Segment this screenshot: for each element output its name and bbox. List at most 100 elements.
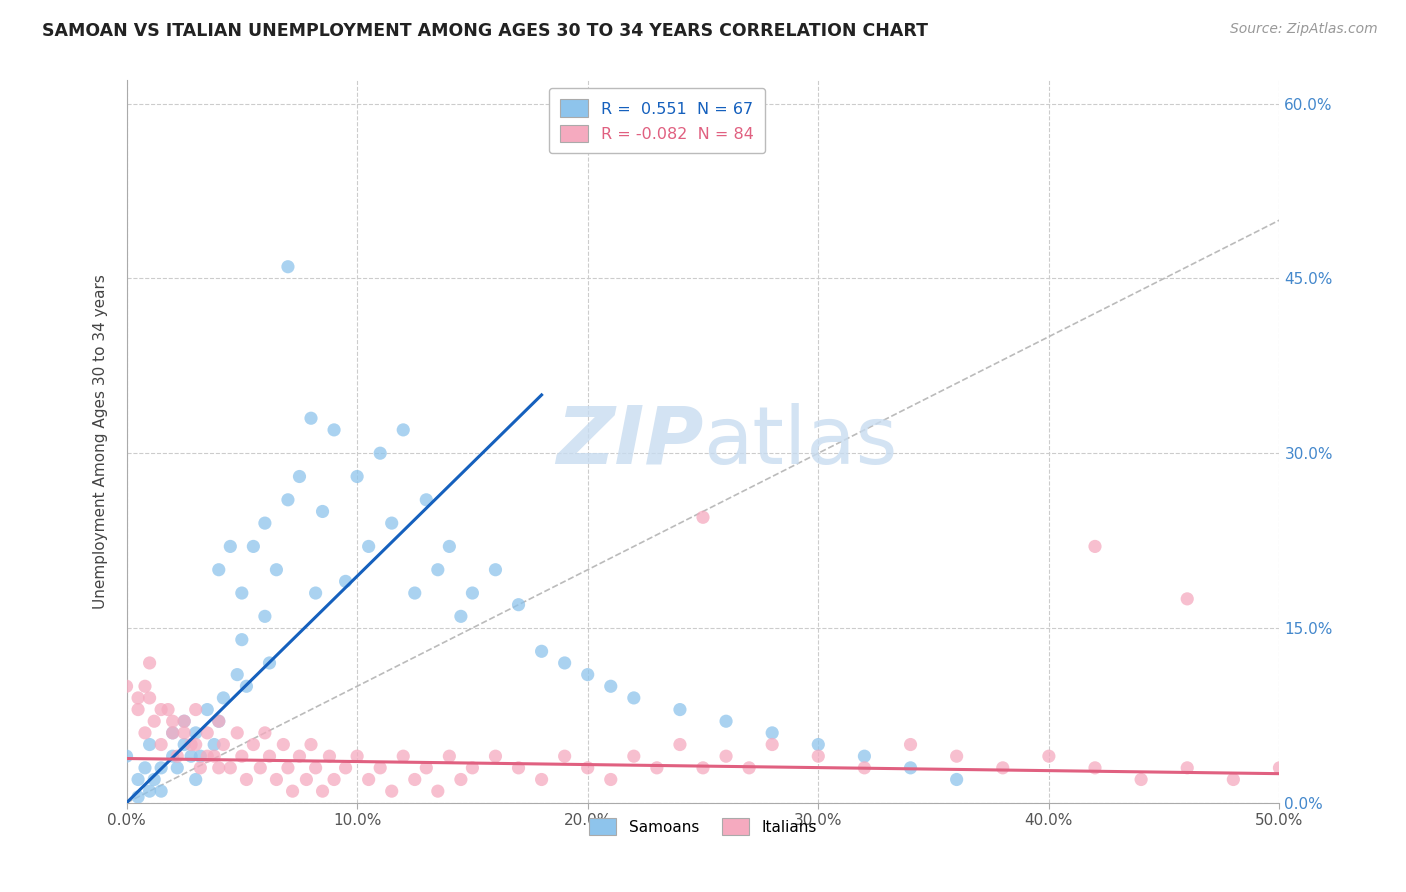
Point [202,738,225,752]
Point [357,772,380,787]
Point [426,563,449,577]
Point [226,667,249,681]
Point [195,702,218,716]
Point [115,679,138,693]
Point [304,586,326,600]
Point [1268,761,1291,775]
Point [242,738,264,752]
Point [415,761,437,775]
Point [273,738,295,752]
Text: Source: ZipAtlas.com: Source: ZipAtlas.com [1230,22,1378,37]
Point [576,761,599,775]
Point [304,761,326,775]
Point [404,586,426,600]
Point [173,714,195,729]
Point [253,726,276,740]
Point [184,772,207,787]
Point [184,702,207,716]
Point [1130,772,1153,787]
Point [195,726,218,740]
Point [576,667,599,681]
Point [1175,761,1198,775]
Point [853,761,876,775]
Point [143,714,166,729]
Point [127,772,149,787]
Point [991,761,1014,775]
Point [1084,761,1107,775]
Point [127,789,149,804]
Point [249,761,271,775]
Point [1084,540,1107,554]
Point [242,540,264,554]
Point [900,738,922,752]
Point [180,738,202,752]
Point [195,749,218,764]
Point [253,609,276,624]
Point [381,784,404,798]
Point [138,784,160,798]
Point [173,714,195,729]
Point [231,749,253,764]
Point [461,586,484,600]
Point [150,738,173,752]
Point [277,260,299,274]
Point [311,504,333,518]
Point [761,726,783,740]
Point [266,563,288,577]
Point [162,749,184,764]
Point [277,761,299,775]
Point [299,411,322,425]
Point [219,540,242,554]
Point [853,749,876,764]
Point [945,749,967,764]
Point [439,540,461,554]
Point [738,761,761,775]
Point [404,772,426,787]
Point [212,690,235,705]
Point [554,656,576,670]
Point [288,469,311,483]
Point [318,749,340,764]
Point [157,702,180,716]
Point [1175,591,1198,606]
Point [392,423,415,437]
Point [508,598,530,612]
Point [188,749,211,764]
Point [623,749,645,764]
Point [450,772,472,787]
Point [266,772,288,787]
Point [208,714,231,729]
Point [288,749,311,764]
Point [714,749,737,764]
Point [162,714,184,729]
Point [1038,749,1060,764]
Point [415,492,437,507]
Point [669,738,692,752]
Y-axis label: Unemployment Among Ages 30 to 34 years: Unemployment Among Ages 30 to 34 years [93,274,108,609]
Point [368,761,391,775]
Point [669,702,692,716]
Point [231,586,253,600]
Point [138,656,160,670]
Point [226,726,249,740]
Point [554,749,576,764]
Point [143,772,166,787]
Point [219,761,242,775]
Text: ZIP: ZIP [555,402,703,481]
Point [127,702,149,716]
Point [202,749,225,764]
Point [761,738,783,752]
Point [259,749,281,764]
Point [173,726,195,740]
Point [439,749,461,764]
Point [134,807,156,822]
Text: atlas: atlas [703,402,897,481]
Point [623,690,645,705]
Text: SAMOAN VS ITALIAN UNEMPLOYMENT AMONG AGES 30 TO 34 YEARS CORRELATION CHART: SAMOAN VS ITALIAN UNEMPLOYMENT AMONG AGE… [42,22,928,40]
Point [281,784,304,798]
Point [253,516,276,530]
Point [127,690,149,705]
Point [692,510,714,524]
Point [484,563,506,577]
Point [381,516,404,530]
